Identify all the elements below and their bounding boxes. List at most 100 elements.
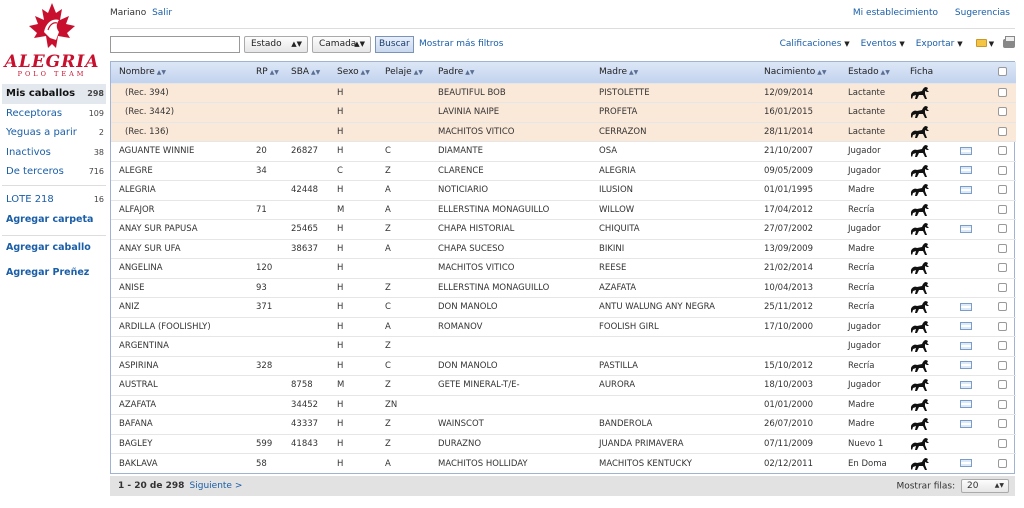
table-row[interactable]: BAGLEY 599 41843 H Z DURAZNO JUANDA PRIMAVERA 0… (111, 434, 1016, 454)
horse-icon[interactable] (910, 339, 952, 353)
argentina-flag-icon (960, 459, 972, 467)
table-row[interactable]: ANIZ 371 H C DON MANOLO ANTU WALUNG ANY NEGRA… (111, 297, 1016, 318)
row-checkbox[interactable] (998, 185, 1007, 195)
add-pregnancy-link[interactable]: Agregar Preñez (6, 266, 90, 278)
row-checkbox[interactable] (998, 107, 1007, 117)
horse-icon[interactable] (910, 300, 952, 314)
logout-link[interactable]: Salir (152, 8, 173, 18)
sidebar-item-de-terceros[interactable]: De terceros 716 (2, 162, 106, 182)
row-checkbox[interactable] (998, 146, 1007, 156)
col-header-madre[interactable]: Madre ▲▼ (591, 62, 756, 83)
table-row[interactable]: AZAFATA 34452 H ZN 01/01/2000 Madre (111, 395, 1016, 415)
calificaciones-menu[interactable]: Calificaciones ▼ (780, 39, 850, 49)
table-row[interactable]: ASPIRINA 328 H C DON MANOLO PASTILLA 15/10/201… (111, 356, 1016, 376)
more-filters-link[interactable]: Mostrar más filtros (419, 39, 504, 49)
table-row[interactable]: BAFANA 43337 H Z WAINSCOT BANDEROLA 26/07/2010… (111, 414, 1016, 435)
table-row[interactable]: AGUANTE WINNIE 20 26827 H C DIAMANTE OSA 21/10/… (111, 141, 1016, 162)
horse-icon[interactable] (910, 320, 952, 334)
horse-icon[interactable] (910, 203, 952, 217)
row-checkbox[interactable] (998, 321, 1007, 331)
horse-icon[interactable] (910, 281, 952, 295)
row-checkbox[interactable] (998, 458, 1007, 468)
row-checkbox[interactable] (998, 282, 1007, 292)
table-row[interactable]: ANISE 93 H Z ELLERSTINA MONAGUILLO AZAFATA 10/… (111, 278, 1016, 298)
horse-icon[interactable] (910, 86, 952, 100)
sidebar-item-inactivos[interactable]: Inactivos 38 (2, 143, 106, 163)
add-folder-link[interactable]: Agregar carpeta (6, 213, 94, 225)
col-header-rp[interactable]: RP ▲▼ (248, 62, 283, 83)
row-checkbox[interactable] (998, 263, 1007, 273)
row-checkbox[interactable] (998, 87, 1007, 97)
horse-icon[interactable] (910, 378, 952, 392)
table-row[interactable]: ALFAJOR 71 M A ELLERSTINA MONAGUILLO WILLOW 17… (111, 200, 1016, 220)
horse-icon[interactable] (910, 164, 952, 178)
row-checkbox[interactable] (998, 341, 1007, 351)
row-checkbox[interactable] (998, 302, 1007, 312)
table-row[interactable]: ALEGRE 34 C Z CLARENCE ALEGRIA 09/05/2009 Jugad… (111, 161, 1016, 181)
suggestions-link[interactable]: Sugerencias (954, 8, 1010, 18)
horse-icon[interactable] (910, 144, 952, 158)
row-checkbox[interactable] (998, 419, 1007, 429)
horse-icon[interactable] (910, 183, 952, 197)
horse-icon[interactable] (910, 417, 952, 431)
row-checkbox[interactable] (998, 243, 1007, 253)
row-checkbox[interactable] (998, 438, 1007, 448)
col-header-estado[interactable]: Estado ▲▼ (840, 62, 902, 83)
sidebar-item-mis-caballos[interactable]: Mis caballos 298 (2, 84, 106, 104)
sidebar-item-lote[interactable]: LOTE 218 16 (2, 190, 106, 210)
folder-icon[interactable] (975, 39, 987, 47)
col-header-nacimiento[interactable]: Nacimiento ▲▼ (756, 62, 840, 83)
horse-icon[interactable] (910, 261, 952, 275)
exportar-menu[interactable]: Exportar ▼ (916, 39, 963, 49)
row-checkbox[interactable] (998, 204, 1007, 214)
table-row[interactable]: AUSTRAL 8758 M Z GETE MINERAL-T/E- AURORA 18/1… (111, 375, 1016, 396)
horse-icon[interactable] (910, 457, 952, 471)
col-header-sba[interactable]: SBA ▲▼ (283, 62, 329, 83)
horse-icon[interactable] (910, 359, 952, 373)
rows-per-page-select[interactable]: 20 ▲▼ (961, 479, 1009, 493)
my-establishment-link[interactable]: Mi establecimiento (852, 8, 939, 18)
table-row[interactable]: ANAY SUR PAPUSA 25465 H Z CHAPA HISTORIAL CHI… (111, 219, 1016, 240)
table-row[interactable]: ALEGRIA 42448 H A NOTICIARIO ILUSION 01/01/199… (111, 180, 1016, 201)
row-checkbox[interactable] (998, 224, 1007, 234)
camada-select[interactable]: Camada ▲▼ (312, 36, 371, 53)
table-row[interactable]: ANGELINA 120 H MACHITOS VITICO REESE 21/02/20… (111, 258, 1016, 279)
horse-icon[interactable] (910, 398, 952, 412)
horse-icon[interactable] (910, 242, 952, 256)
cell-rp: 120 (256, 263, 273, 274)
cell-sexo: H (337, 263, 344, 274)
table-row[interactable]: (Rec. 136) H MACHITOS VITICO CERRAZON 28/11/… (111, 122, 1016, 142)
search-button[interactable]: Buscar (375, 36, 414, 53)
estado-select[interactable]: Estado ▲▼ (244, 36, 308, 53)
table-row[interactable]: ARDILLA (FOOLISHLY) H A ROMANOV FOOLISH GIRL… (111, 317, 1016, 337)
row-checkbox[interactable] (998, 399, 1007, 409)
caret-down-icon[interactable]: ▼ (986, 40, 995, 48)
col-header-pelaje[interactable]: Pelaje ▲▼ (377, 62, 430, 83)
eventos-menu[interactable]: Eventos ▼ (861, 39, 905, 49)
sidebar-item-yeguas-a-parir[interactable]: Yeguas a parir 2 (2, 123, 106, 143)
col-header-sexo[interactable]: Sexo ▲▼ (329, 62, 377, 83)
brand-logo[interactable]: ALEGRIA POLO TEAM (4, 2, 100, 78)
search-input[interactable] (110, 36, 240, 53)
printer-icon[interactable] (1003, 36, 1015, 48)
col-header-nombre[interactable]: Nombre ▲▼ (111, 62, 248, 83)
table-row[interactable]: ARGENTINA H Z Jugador (111, 336, 1016, 357)
add-horse-link[interactable]: Agregar caballo (6, 241, 91, 253)
horse-icon[interactable] (910, 222, 952, 236)
row-checkbox[interactable] (998, 126, 1007, 136)
table-row[interactable]: ANAY SUR UFA 38637 H A CHAPA SUCESO BIKINI 13/… (111, 239, 1016, 259)
select-all-checkbox[interactable] (998, 67, 1007, 77)
table-row[interactable]: (Rec. 3442) H LAVINIA NAIPE PROFETA 16/01/20… (111, 102, 1016, 122)
horse-icon[interactable] (910, 105, 952, 119)
table-row[interactable]: BAKLAVA 58 H A MACHITOS HOLLIDAY MACHITOS KEN… (111, 453, 1016, 474)
row-checkbox[interactable] (998, 360, 1007, 370)
sidebar-item-receptoras[interactable]: Receptoras 109 (2, 104, 106, 124)
horse-icon[interactable] (910, 437, 952, 451)
table-row[interactable]: (Rec. 394) H BEAUTIFUL BOB PISTOLETTE 12/09/… (111, 83, 1016, 103)
row-checkbox[interactable] (998, 380, 1007, 390)
horse-icon[interactable] (910, 125, 952, 139)
cell-sba (283, 454, 329, 474)
col-header-padre[interactable]: Padre ▲▼ (430, 62, 591, 83)
next-page-link[interactable]: Siguiente > (189, 481, 243, 491)
row-checkbox[interactable] (998, 165, 1007, 175)
